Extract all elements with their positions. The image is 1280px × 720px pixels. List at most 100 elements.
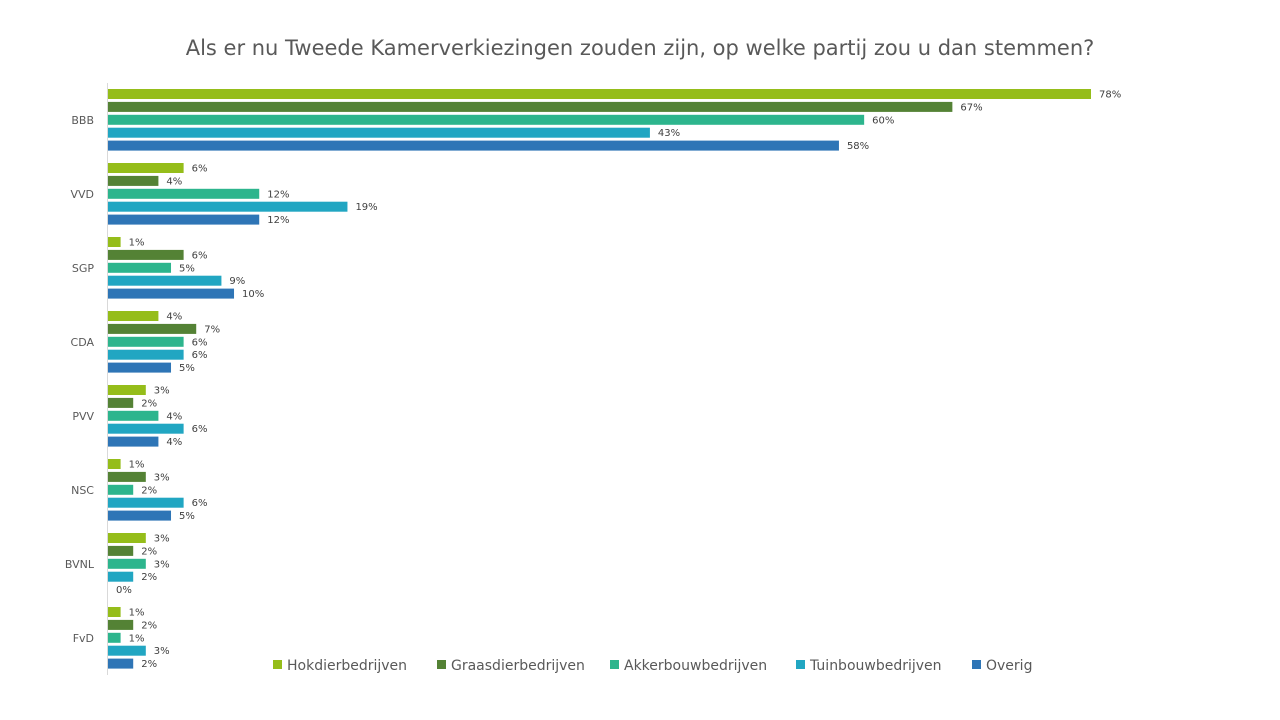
bar-value-label: 12% (267, 215, 289, 226)
category-label: SGP (72, 262, 95, 275)
bar (108, 607, 121, 617)
bar-value-label: 2% (141, 572, 157, 583)
bar-value-label: 2% (141, 398, 157, 409)
legend-label: Hokdierbedrijven (287, 658, 407, 674)
bar-value-label: 6% (192, 498, 208, 509)
bar (108, 201, 348, 212)
bar-value-label: 3% (154, 646, 170, 657)
bar (108, 262, 172, 273)
category-label: FvD (73, 632, 94, 645)
bar-value-label: 6% (192, 164, 208, 175)
bar (108, 362, 172, 373)
bar-value-label: 2% (141, 485, 157, 496)
bar (108, 163, 184, 173)
legend-swatch (610, 660, 619, 669)
bar-value-label: 0% (116, 585, 132, 596)
bars-group: BBB 78% 67% 60% 43% 58% VVD 6% 4% 12% 19% 12% SGP 1% 6… (65, 89, 1121, 670)
bar-value-label: 4% (166, 437, 182, 448)
bar (108, 89, 1091, 99)
bar-value-label: 3% (154, 472, 170, 483)
bar (108, 471, 146, 482)
legend-label: Tuinbouwbedrijven (809, 658, 942, 674)
bar (108, 127, 650, 138)
bar-value-label: 2% (141, 620, 157, 631)
bar (108, 410, 159, 421)
bar (108, 214, 260, 225)
bar-value-label: 58% (847, 141, 869, 152)
legend-swatch (796, 660, 805, 669)
legend-swatch (437, 660, 446, 669)
bar (108, 510, 172, 521)
bar-value-label: 1% (129, 460, 145, 471)
bar (108, 101, 953, 112)
bar (108, 397, 134, 408)
chart-title: Als er nu Tweede Kamerverkiezingen zoude… (186, 36, 1095, 60)
bar-value-label: 5% (179, 511, 195, 522)
bar (108, 249, 184, 260)
bar-value-label: 6% (192, 250, 208, 261)
bar-value-label: 78% (1099, 90, 1121, 101)
bar (108, 558, 146, 569)
bar (108, 385, 146, 395)
bar (108, 288, 235, 299)
bar (108, 323, 197, 334)
bar-value-label: 3% (154, 559, 170, 570)
bar-value-label: 10% (242, 289, 264, 300)
legend-label: Overig (986, 658, 1032, 674)
bar (108, 336, 184, 347)
bar-value-label: 6% (192, 350, 208, 361)
bar (108, 533, 146, 543)
bar-value-label: 6% (192, 337, 208, 348)
bar-value-label: 3% (154, 534, 170, 545)
bar (108, 545, 134, 556)
bar-value-label: 19% (355, 202, 377, 213)
bar-value-label: 7% (204, 324, 220, 335)
category-label: NSC (71, 484, 94, 497)
bar (108, 497, 184, 508)
bar (108, 423, 184, 434)
bar-value-label: 12% (267, 189, 289, 200)
category-label: BBB (71, 114, 94, 127)
bar (108, 459, 121, 469)
bar (108, 658, 134, 669)
bar-value-label: 6% (192, 424, 208, 435)
bar-value-label: 43% (658, 128, 680, 139)
bar (108, 484, 134, 495)
bar-value-label: 5% (179, 363, 195, 374)
bar (108, 571, 134, 582)
legend-swatch (273, 660, 282, 669)
bar (108, 237, 121, 247)
bar (108, 349, 184, 360)
bar-value-label: 1% (129, 633, 145, 644)
bar (108, 140, 839, 151)
bar (108, 175, 159, 186)
bar-value-label: 4% (166, 411, 182, 422)
bar (108, 188, 260, 199)
category-label: BVNL (65, 558, 95, 571)
legend: Hokdierbedrijven Graasdierbedrijven Akkerb… (273, 658, 1032, 674)
bar (108, 114, 865, 125)
bar-value-label: 1% (129, 608, 145, 619)
category-label: PVV (72, 410, 94, 423)
bar-value-label: 4% (166, 312, 182, 323)
bar-value-label: 5% (179, 263, 195, 274)
bar (108, 436, 159, 447)
category-label: VVD (70, 188, 94, 201)
legend-label: Akkerbouwbedrijven (624, 658, 767, 674)
legend-label: Graasdierbedrijven (451, 658, 585, 674)
bar (108, 311, 159, 321)
bar (108, 632, 121, 643)
bar-value-label: 9% (229, 276, 245, 287)
bar-value-label: 3% (154, 386, 170, 397)
bar (108, 645, 146, 656)
bar-value-label: 67% (960, 102, 982, 113)
category-label: CDA (71, 336, 95, 349)
bar-value-label: 2% (141, 546, 157, 557)
bar-value-label: 2% (141, 659, 157, 670)
bar-value-label: 60% (872, 115, 894, 126)
bar-value-label: 1% (129, 238, 145, 249)
bar (108, 275, 222, 286)
legend-swatch (972, 660, 981, 669)
bar (108, 619, 134, 630)
